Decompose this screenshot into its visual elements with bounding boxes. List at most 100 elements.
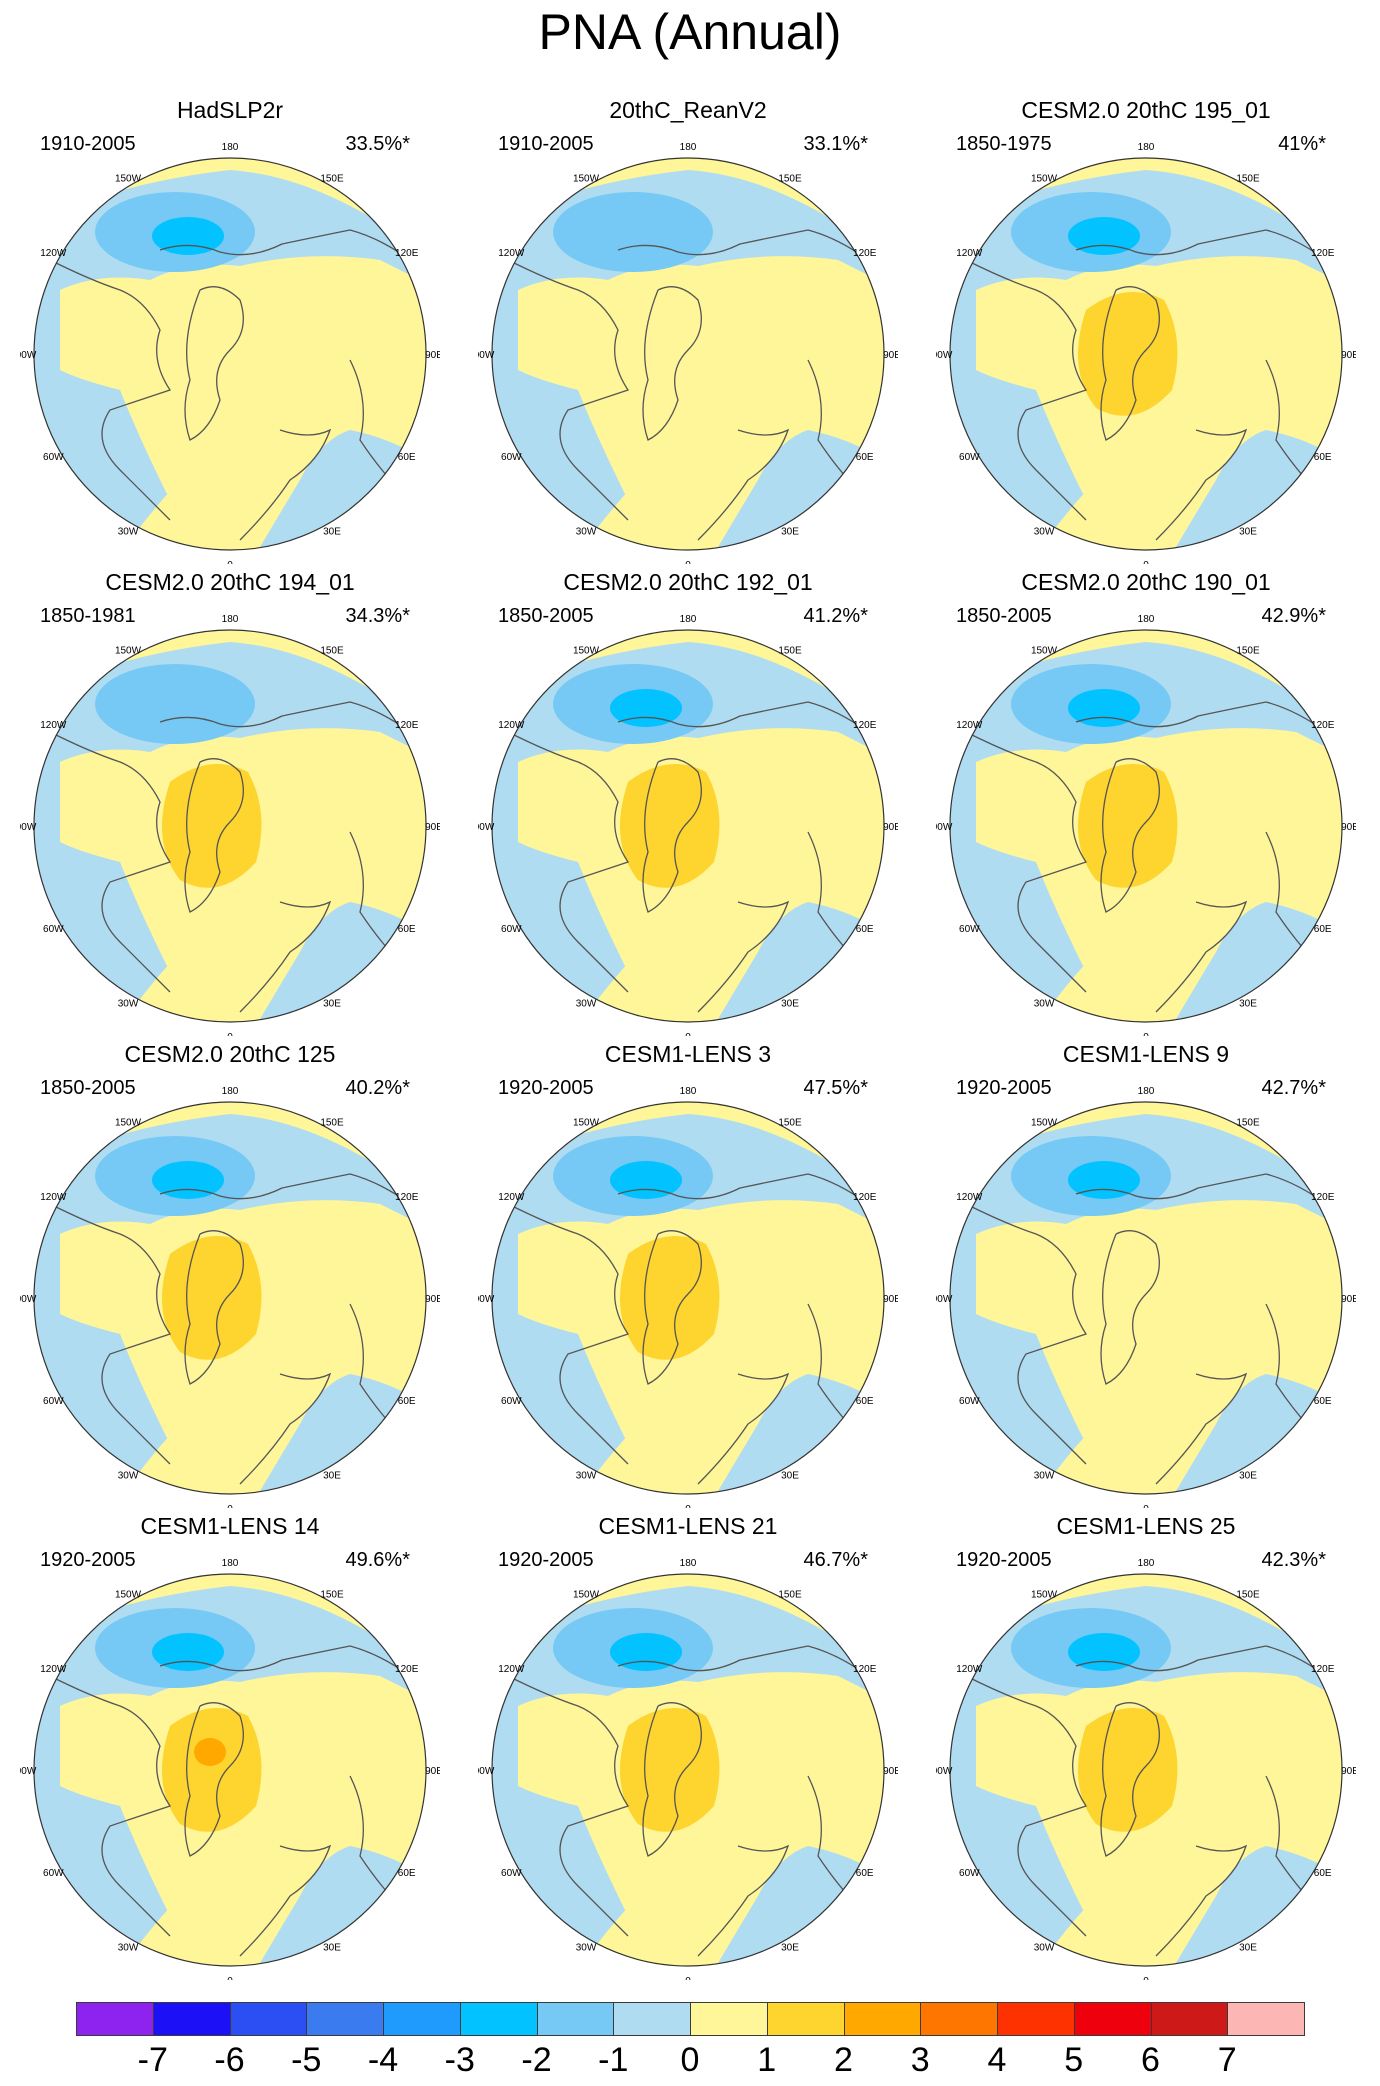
longitude-label: 60E bbox=[856, 924, 874, 935]
longitude-label: 60E bbox=[398, 1396, 416, 1407]
longitude-label: 120E bbox=[395, 720, 419, 731]
map-boundary bbox=[949, 629, 1343, 1023]
longitude-label: 120E bbox=[853, 1664, 877, 1675]
colorbar-tick-label: -7 bbox=[137, 2041, 168, 2079]
map-boundary bbox=[33, 629, 427, 1023]
coastline bbox=[49, 1645, 411, 1957]
longitude-label: 150W bbox=[115, 173, 142, 184]
panel-variance-percent: 33.5%* bbox=[345, 133, 411, 155]
longitude-label: 0 bbox=[227, 1032, 233, 1036]
map-boundary bbox=[491, 1573, 885, 1967]
positive-anomaly-region bbox=[976, 256, 1342, 550]
longitude-label: 60E bbox=[1314, 924, 1332, 935]
longitude-label: 30E bbox=[323, 1471, 341, 1482]
colorbar-swatch bbox=[997, 2002, 1075, 2036]
panel-title: CESM1-LENS 14 bbox=[140, 1513, 320, 1539]
longitude-label: 150E bbox=[1236, 1117, 1260, 1128]
longitude-label: 30W bbox=[1034, 999, 1055, 1010]
longitude-label: 90E bbox=[883, 350, 898, 361]
longitude-label: 90E bbox=[883, 822, 898, 833]
panel-period: 1850-1981 bbox=[40, 605, 136, 627]
longitude-label: 120E bbox=[1311, 1192, 1335, 1203]
map-boundary bbox=[33, 1101, 427, 1495]
map-boundary bbox=[949, 157, 1343, 551]
colorbar-tick-label: 6 bbox=[1141, 2041, 1160, 2079]
colorbar-tick-label: 3 bbox=[910, 2041, 930, 2079]
polar-stereographic-map: 180 150E 120E 90E 60E 30E 0 30W 60W 90W 120W 150W bbox=[478, 1086, 898, 1508]
positive-anomaly-region bbox=[518, 1672, 884, 1966]
panel-period: 1910-2005 bbox=[40, 133, 136, 155]
longitude-label: 120W bbox=[498, 1192, 525, 1203]
colorbar-tick-label: 7 bbox=[1217, 2041, 1237, 2079]
longitude-label: 0 bbox=[1143, 1976, 1149, 1980]
longitude-label: 150E bbox=[320, 1117, 344, 1128]
longitude-label: 0 bbox=[1143, 1504, 1149, 1508]
longitude-label: 30W bbox=[118, 1943, 139, 1954]
longitude-label: 0 bbox=[685, 1504, 691, 1508]
longitude-label: 60W bbox=[959, 924, 980, 935]
longitude-label: 90W bbox=[936, 1766, 953, 1777]
panel-variance-percent: 33.1%* bbox=[803, 133, 869, 155]
panel-period: 1850-2005 bbox=[498, 605, 594, 627]
longitude-label: 120W bbox=[498, 248, 525, 259]
longitude-label: 30W bbox=[576, 1943, 597, 1954]
map-panel: CESM1-LENS 25 1920-2005 42.3%* 180 150E 120E 9… bbox=[916, 1512, 1376, 1982]
coastline bbox=[49, 1173, 411, 1485]
longitude-label: 180 bbox=[1138, 614, 1155, 625]
longitude-label: 150W bbox=[573, 173, 600, 184]
pacific-low-core bbox=[610, 1633, 682, 1671]
colorbar-tick-label: 5 bbox=[1064, 2041, 1084, 2079]
panel-variance-percent: 49.6%* bbox=[345, 1549, 411, 1571]
map-panel: CESM2.0 20thC 195_01 1850-1975 41%* 180 150E… bbox=[916, 96, 1376, 566]
longitude-label: 30E bbox=[1239, 1471, 1257, 1482]
coastline bbox=[965, 1645, 1327, 1957]
panel-variance-percent: 40.2%* bbox=[345, 1077, 411, 1099]
colorbar-swatch bbox=[76, 2002, 154, 2036]
colorbar-tick-label: -5 bbox=[291, 2041, 322, 2079]
longitude-label: 180 bbox=[1138, 1558, 1155, 1569]
longitude-label: 60W bbox=[501, 452, 522, 463]
longitude-label: 90W bbox=[936, 1294, 953, 1305]
positive-anomaly-region bbox=[518, 728, 884, 1022]
longitude-label: 150E bbox=[320, 173, 344, 184]
map-panel: 20thC_ReanV2 1910-2005 33.1%* 180 150E 120E 90… bbox=[458, 96, 918, 566]
polar-stereographic-map: 180 150E 120E 90E 60E 30E 0 30W 60W 90W 120W 150W bbox=[478, 142, 898, 564]
pacific-low-contour bbox=[95, 664, 255, 744]
pacific-low-core bbox=[152, 1633, 224, 1671]
longitude-label: 180 bbox=[680, 1086, 697, 1097]
longitude-label: 60W bbox=[501, 924, 522, 935]
longitude-label: 180 bbox=[1138, 142, 1155, 153]
coastline bbox=[49, 701, 411, 1013]
longitude-label: 60W bbox=[43, 1396, 64, 1407]
polar-stereographic-map: 180 150E 120E 90E 60E 30E 0 30W 60W 90W 120W 150W bbox=[936, 142, 1356, 564]
longitude-label: 30E bbox=[781, 527, 799, 538]
panel-variance-percent: 42.7%* bbox=[1261, 1077, 1327, 1099]
panel-variance-percent: 47.5%* bbox=[803, 1077, 869, 1099]
colorbar-tick-label: -6 bbox=[214, 2041, 245, 2079]
map-boundary bbox=[33, 157, 427, 551]
longitude-label: 0 bbox=[1143, 1032, 1149, 1036]
longitude-label: 30W bbox=[576, 527, 597, 538]
pacific-low-core bbox=[152, 1161, 224, 1199]
longitude-label: 150E bbox=[778, 645, 802, 656]
map-boundary bbox=[949, 1573, 1343, 1967]
longitude-label: 0 bbox=[1143, 560, 1149, 564]
longitude-label: 30W bbox=[1034, 1471, 1055, 1482]
longitude-label: 30W bbox=[118, 1471, 139, 1482]
colorbar-swatch bbox=[229, 2002, 308, 2036]
longitude-label: 60W bbox=[959, 1396, 980, 1407]
longitude-label: 120E bbox=[853, 248, 877, 259]
longitude-label: 30W bbox=[1034, 1943, 1055, 1954]
longitude-label: 30E bbox=[781, 1471, 799, 1482]
pacific-low-contour bbox=[553, 192, 713, 272]
longitude-label: 90E bbox=[1341, 350, 1356, 361]
positive-anomaly-region bbox=[976, 1200, 1342, 1494]
longitude-label: 60E bbox=[1314, 1868, 1332, 1879]
panel-title: CESM2.0 20thC 192_01 bbox=[563, 569, 813, 595]
map-boundary bbox=[491, 1101, 885, 1495]
colorbar-swatch bbox=[1073, 2002, 1152, 2036]
coastline bbox=[507, 701, 869, 1013]
longitude-label: 180 bbox=[680, 142, 697, 153]
pacific-low-core bbox=[610, 689, 682, 727]
panel-title: CESM1-LENS 3 bbox=[604, 1041, 772, 1067]
